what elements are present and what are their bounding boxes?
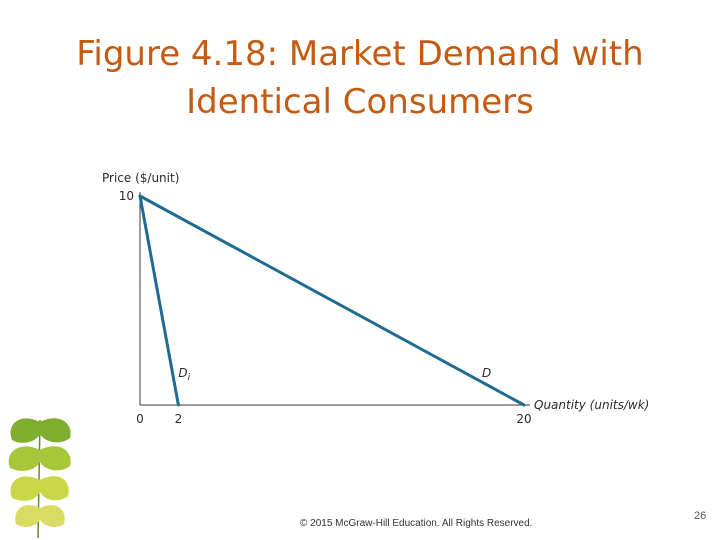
- y-tick-label: 10: [119, 189, 134, 203]
- x-tick-label: 2: [175, 412, 183, 426]
- tick-labels: 0 2 20 10: [119, 189, 532, 426]
- slide-title-line-1: Figure 4.18: Market Demand with: [76, 34, 644, 74]
- x-axis-label: Quantity (units/wk): [534, 398, 649, 412]
- curve-label-d: D: [482, 366, 491, 380]
- chart-axes: [139, 192, 530, 406]
- page-number: 26: [694, 510, 707, 522]
- copyright-footer: © 2015 McGraw-Hill Education. All Rights…: [300, 518, 533, 529]
- demand-curve-di: [138, 194, 180, 407]
- slide-title-line-2: Identical Consumers: [186, 82, 534, 122]
- demand-curve-d: [138, 194, 526, 407]
- x-tick-label: 20: [516, 412, 531, 426]
- slide-title: Figure 4.18: Market Demand with Identica…: [40, 30, 680, 126]
- x-tick-label: 0: [136, 412, 144, 426]
- y-axis-label: Price ($/unit): [102, 171, 179, 185]
- demand-curves: Di D: [138, 194, 526, 407]
- curve-label-di: Di: [178, 366, 190, 383]
- ginkgo-leaf-icon: [8, 418, 71, 539]
